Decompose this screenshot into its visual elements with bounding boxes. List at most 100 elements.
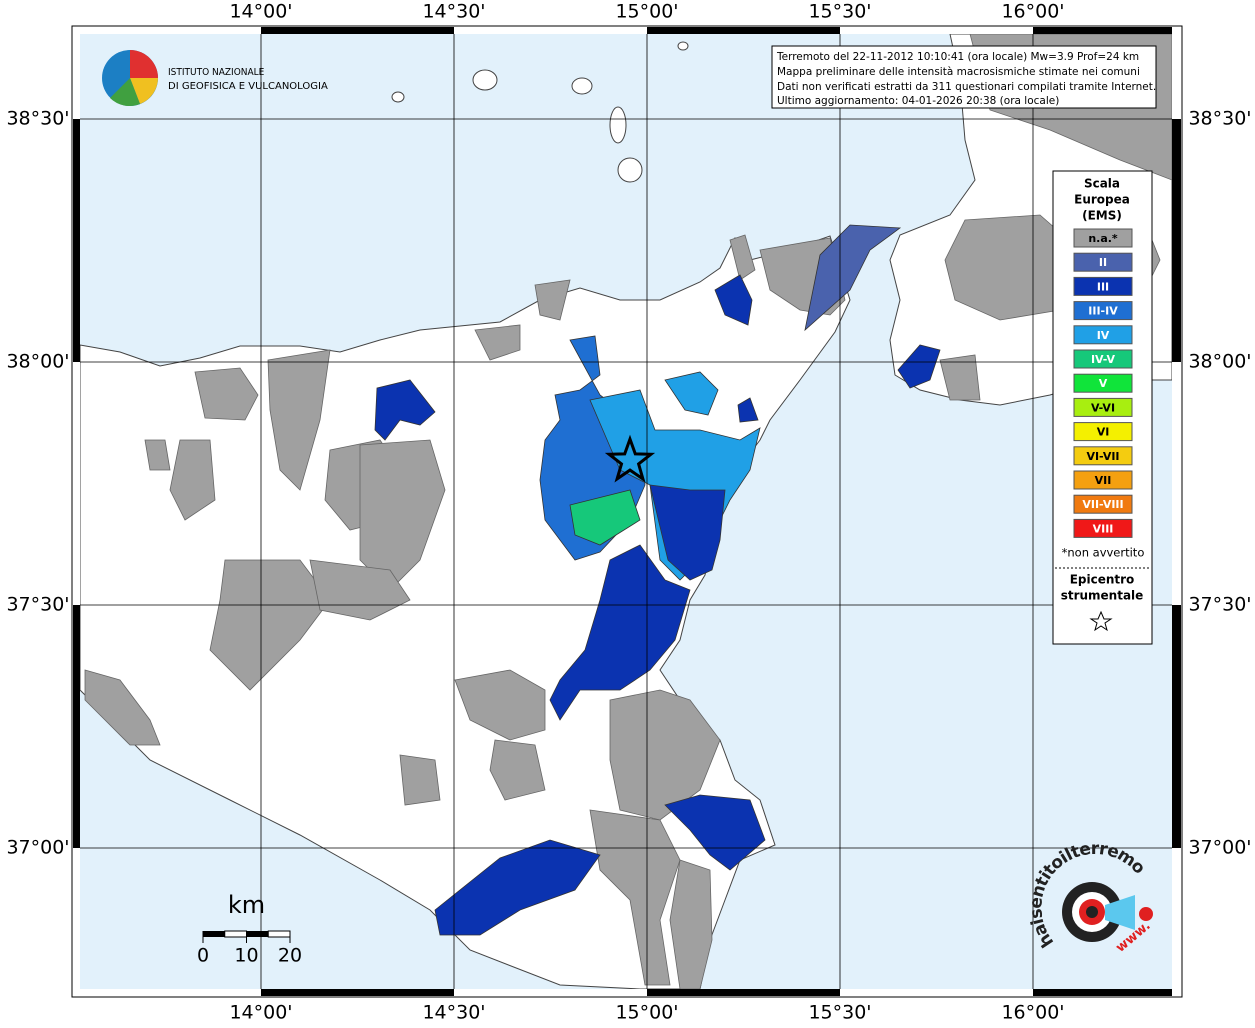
lon-label: 15°00': [615, 1002, 678, 1024]
logo-text: DI GEOFISICA E VULCANOLOGIA: [168, 81, 328, 92]
legend-swatch: [1073, 228, 1133, 248]
legend-swatch: [1073, 446, 1133, 466]
logo-text: ISTITUTO NAZIONALE: [168, 67, 265, 78]
island: [609, 106, 627, 144]
legend-label: VI: [1097, 426, 1110, 439]
island: [391, 91, 405, 103]
area: [474, 324, 521, 361]
area: [434, 839, 601, 936]
lon-label: 16°00': [1001, 1, 1064, 23]
info-box: Terremoto del 22-11-2012 10:10:41 (ora l…: [771, 45, 1157, 109]
legend-label: VII-VIII: [1082, 498, 1123, 511]
area: [944, 214, 1081, 321]
area: [399, 754, 441, 806]
legend-swatch: [1073, 373, 1133, 393]
legend-label: II: [1099, 256, 1107, 269]
map-area: [80, 34, 1172, 989]
legend-swatch: [1073, 325, 1133, 345]
lat-label: 37°30': [6, 594, 69, 616]
lon-label: 14°30': [422, 1, 485, 23]
legend-swatch: [1073, 252, 1133, 272]
area: [664, 371, 719, 416]
area: [939, 354, 981, 401]
logo-segment: [130, 78, 158, 104]
legend-note: *non avvertito: [1062, 546, 1145, 560]
area: [589, 389, 761, 581]
lon-label: 15°30': [808, 1002, 871, 1024]
legend-label: V: [1099, 377, 1108, 390]
info-line: Ultimo aggiornamento: 04-01-2026 20:38 (…: [777, 95, 1059, 107]
frame-bar: [1172, 119, 1181, 362]
area: [737, 397, 759, 423]
legend-swatch: [1073, 276, 1133, 296]
area: [359, 439, 446, 591]
area: [267, 349, 331, 491]
epicenter-title: Epicentro: [1070, 573, 1135, 587]
legend-label: III-IV: [1088, 305, 1118, 318]
frame-bar: [647, 989, 840, 996]
legend-swatch: [1073, 518, 1133, 538]
legend-label: V-VI: [1091, 401, 1115, 414]
area: [84, 669, 161, 746]
lat-label: 38°00': [6, 351, 69, 373]
legend: Scala Europea (EMS) Epicentro strumental…: [1052, 170, 1153, 645]
legend-label: n.a.*: [1088, 232, 1118, 245]
area: [569, 489, 641, 546]
ingv-logo: ISTITUTO NAZIONALE DI GEOFISICA E VULCAN…: [102, 50, 328, 107]
area: [609, 689, 721, 821]
frame-bar: [1033, 989, 1172, 996]
lat-label: 38°30': [1188, 108, 1251, 130]
area: [714, 274, 753, 326]
info-line: Terremoto del 22-11-2012 10:10:41 (ora l…: [776, 51, 1139, 63]
site-logo-horn: [1105, 895, 1135, 930]
island: [472, 69, 498, 91]
epicenter: [604, 434, 656, 483]
lon-label: 15°00': [615, 1, 678, 23]
legend-swatch: [1073, 494, 1133, 514]
scale-label: 0: [197, 945, 209, 967]
legend-swatch: [1073, 470, 1133, 490]
logo-segment: [130, 50, 158, 78]
area: [209, 559, 331, 691]
lon-label: 15°30': [808, 1, 871, 23]
legend-title: Europea: [1074, 193, 1130, 207]
legend-swatch: [1073, 422, 1133, 442]
logo-segment: [110, 78, 140, 107]
area: [804, 224, 902, 332]
lat-label: 38°30': [6, 108, 69, 130]
scale-label: 10: [234, 945, 258, 967]
area: [144, 439, 171, 471]
scale-unit: km: [228, 891, 265, 919]
site-logo-ring: [1086, 906, 1098, 918]
graticule: 14°00' 14°00' 14°30' 14°30' 15°00' 15°00' 15°3…: [6, 1, 1251, 1024]
legend-title: (EMS): [1082, 209, 1122, 223]
lat-label: 38°00': [1188, 351, 1251, 373]
lon-label: 14°00': [229, 1002, 292, 1024]
legend-label: III: [1097, 280, 1109, 293]
island: [617, 157, 643, 183]
lat-label: 37°00': [6, 837, 69, 859]
area: [454, 669, 546, 741]
lon-label: 14°00': [229, 1, 292, 23]
frame-bar: [647, 27, 840, 34]
legend-swatch: [1073, 349, 1133, 369]
area: [169, 439, 216, 521]
area: [669, 859, 713, 989]
area: [589, 809, 681, 986]
area: [374, 379, 436, 441]
lat-label: 37°00': [1188, 837, 1251, 859]
municipalities-felt: [374, 224, 941, 936]
legend-star: [1089, 610, 1113, 632]
island: [677, 41, 689, 51]
area: [549, 544, 691, 721]
legend-label: VIII: [1093, 522, 1114, 535]
scale-label: 20: [278, 945, 302, 967]
island: [571, 77, 593, 95]
legend-label: VII: [1095, 474, 1112, 487]
lon-label: 14°30': [422, 1002, 485, 1024]
legend-swatch: [1073, 301, 1133, 321]
scale-bar: km 0 10 20: [197, 891, 302, 967]
legend-label: VI-VII: [1086, 450, 1119, 463]
area: [489, 739, 546, 801]
